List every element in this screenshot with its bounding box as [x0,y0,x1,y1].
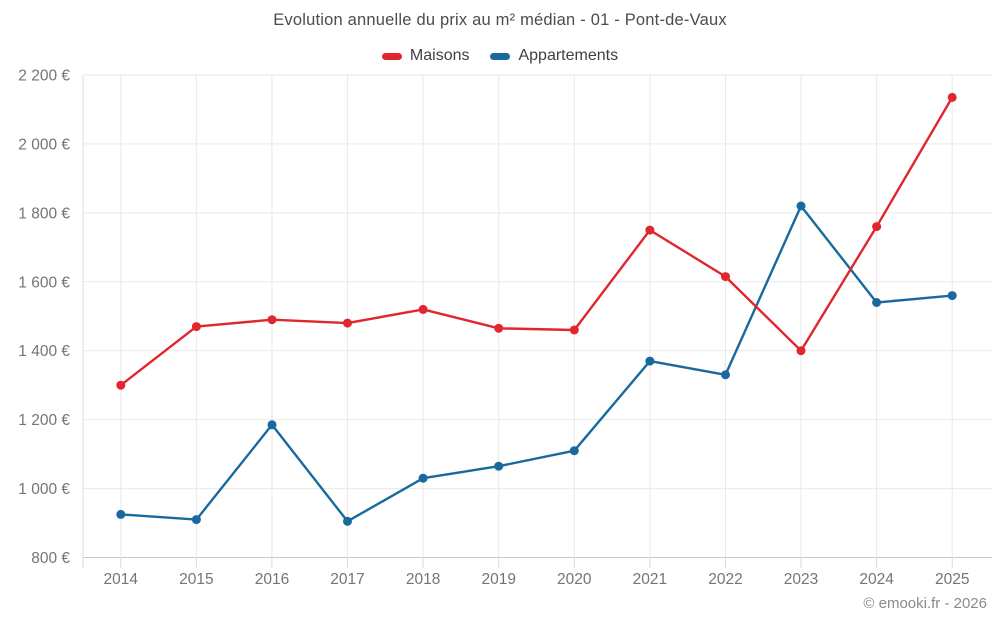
appartements-point-2022[interactable] [721,370,730,380]
y-tick-label: 2 000 € [18,136,70,153]
maisons-point-2020[interactable] [569,325,579,335]
x-tick-label-2019: 2019 [481,571,515,588]
x-tick-label-2016: 2016 [255,571,289,588]
maisons-point-2025[interactable] [947,92,957,102]
maisons-point-2014[interactable] [116,380,126,390]
appartements-point-2016[interactable] [267,420,277,430]
appartements-point-2024[interactable] [872,298,882,307]
appartements-point-2020[interactable] [569,446,579,456]
appartements-legend-swatch-icon [490,52,511,60]
appartements-point-2021[interactable] [645,356,655,366]
appartements-point-2015[interactable] [191,515,201,525]
maisons-point-2021[interactable] [645,225,655,235]
x-tick-label-2018: 2018 [406,571,440,588]
appartements-point-2023[interactable] [796,201,806,211]
legend-label-maisons: Maisons [409,47,470,64]
maisons-point-2016[interactable] [267,315,277,325]
appartements-point-2025[interactable] [947,291,957,301]
y-tick-label: 1 400 € [18,343,70,360]
maisons-point-2017[interactable] [343,318,352,328]
maisons-point-2015[interactable] [191,322,201,332]
copyright-attribution: © emooki.fr - 2026 [863,595,987,612]
maisons-point-2024[interactable] [872,222,882,232]
y-tick-label: 1 600 € [18,274,70,291]
chart-legend: Maisons Appartements [0,47,1000,65]
x-tick-label-2022: 2022 [708,571,742,588]
y-tick-label: 800 € [31,550,70,567]
appartements-point-2019[interactable] [494,461,504,471]
maisons-point-2023[interactable] [796,346,806,356]
appartements-point-2018[interactable] [418,473,428,483]
y-tick-label: 1 200 € [18,412,70,429]
x-tick-label-2017: 2017 [330,571,364,588]
legend-item-maisons[interactable]: Maisons [381,47,470,65]
maisons-line [119,96,954,387]
x-tick-label-2024: 2024 [859,571,894,588]
x-tick-label-2021: 2021 [633,571,667,588]
x-tick-label-2023: 2023 [784,571,818,588]
appartements-point-2014[interactable] [116,509,126,519]
appartements-line [119,204,954,523]
maisons-point-2018[interactable] [418,304,428,314]
y-tick-label: 1 800 € [18,205,70,222]
maisons-legend-swatch-icon [381,52,402,60]
x-tick-label-2014: 2014 [104,571,139,588]
y-tick-label: 1 000 € [18,481,70,498]
x-tick-label-2020: 2020 [557,571,592,588]
legend-item-appartements[interactable]: Appartements [490,47,618,65]
chart-title: Evolution annuelle du prix au m² médian … [273,11,727,29]
x-tick-label-2025: 2025 [935,571,969,588]
maisons-point-2019[interactable] [494,323,504,333]
maisons-point-2022[interactable] [721,272,730,282]
legend-label-appartements: Appartements [518,47,619,64]
y-tick-label: 2 200 € [18,68,70,85]
x-tick-label-2015: 2015 [179,571,213,588]
appartements-point-2017[interactable] [343,516,352,526]
